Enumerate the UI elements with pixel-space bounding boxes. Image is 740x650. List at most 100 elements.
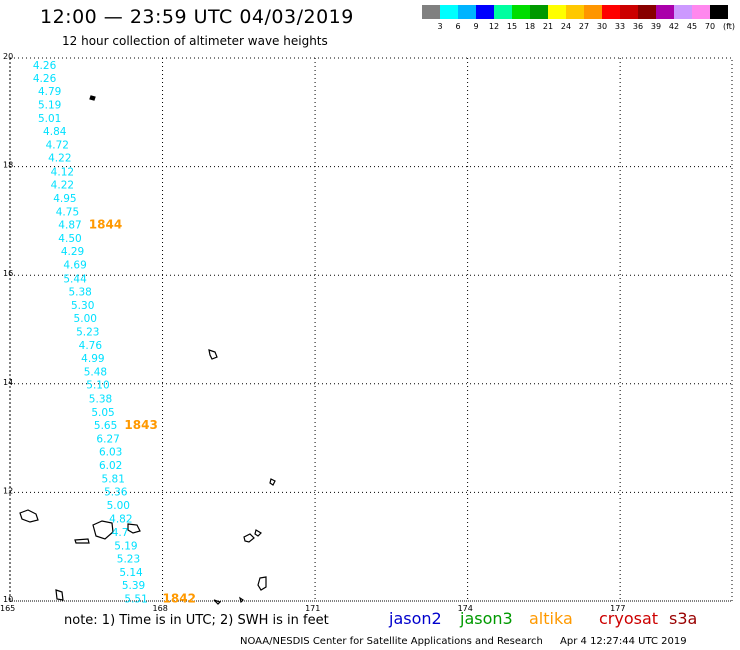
satellite-label-altika: altika [529, 609, 573, 628]
wave-height-value: 5.48 [84, 367, 107, 379]
legend-unit: (ft) [722, 22, 736, 31]
legend-swatch [674, 5, 692, 19]
legend-label: 15 [506, 22, 518, 31]
wave-height-value: 5.39 [122, 580, 145, 592]
wave-height-value: 6.02 [99, 460, 122, 472]
legend-label: 6 [455, 22, 461, 31]
satellite-label-jason2: jason2 [389, 609, 442, 628]
lon-label: 168 [153, 604, 168, 613]
pass-time-label: 1842 [163, 592, 196, 606]
legend-label: 18 [524, 22, 536, 31]
wave-height-value: 4.50 [58, 233, 81, 245]
legend-swatch [692, 5, 710, 19]
legend-label: 21 [542, 22, 554, 31]
lat-label: 12 [3, 486, 13, 495]
footer-note: note: 1) Time is in UTC; 2) SWH is in fe… [64, 613, 329, 628]
lon-label: 177 [610, 604, 625, 613]
island-outline [92, 520, 114, 540]
pass-time-label: 1844 [89, 218, 122, 232]
wave-height-value: 5.65 [94, 420, 117, 432]
altika-track: 4.264.264.795.195.014.844.724.224.124.22… [33, 60, 196, 606]
legend-label: 39 [650, 22, 662, 31]
legend-swatch [602, 5, 620, 19]
wave-height-value: 4.22 [48, 153, 71, 165]
wave-height-value: 5.44 [63, 273, 87, 285]
wave-height-value: 5.19 [38, 99, 61, 111]
wave-height-value: 5.36 [104, 487, 128, 499]
wave-height-value: 5.01 [38, 113, 61, 125]
wave-height-value: 4.76 [79, 340, 103, 352]
generated-timestamp: Apr 4 12:27:44 UTC 2019 [560, 636, 687, 647]
wave-height-value: 5.51 [124, 594, 147, 606]
wave-height-value: 4.26 [33, 73, 57, 85]
legend-swatch [656, 5, 674, 19]
wave-height-value: 5.00 [74, 313, 97, 325]
island-outline [74, 538, 90, 544]
grid-lines [9, 57, 733, 602]
lon-label: 171 [305, 604, 320, 613]
island-outline [239, 596, 244, 604]
island-outline [213, 599, 222, 605]
wave-height-value: 4.12 [51, 166, 74, 178]
lat-label: 18 [3, 161, 13, 170]
satellite-label-s3a: s3a [669, 609, 698, 628]
legend-label: 70 [704, 22, 716, 31]
island-outline [269, 478, 276, 486]
wave-height-value: 5.23 [76, 326, 99, 338]
legend-swatch [512, 5, 530, 19]
credit-line: NOAA/NESDIS Center for Satellite Applica… [240, 636, 687, 647]
wave-height-value: 5.19 [114, 540, 137, 552]
lon-label: 165 [0, 604, 15, 613]
lat-label: 16 [3, 269, 13, 278]
legend-label: 3 [437, 22, 443, 31]
wave-height-value: 5.10 [86, 380, 109, 392]
wave-height-value: 5.38 [68, 286, 91, 298]
island-outlines [19, 95, 276, 605]
island-outline [208, 349, 218, 360]
wave-height-value: 4.29 [61, 246, 84, 258]
legend-swatch [584, 5, 602, 19]
wave-height-value: 4.7 [112, 527, 129, 539]
wave-height-value: 5.14 [119, 567, 143, 579]
wave-height-value: 5.38 [89, 393, 112, 405]
lat-label: 10 [3, 595, 13, 604]
legend-label: 33 [614, 22, 626, 31]
wave-height-value: 5.05 [91, 407, 114, 419]
legend-swatch [494, 5, 512, 19]
lat-label: 14 [3, 378, 13, 387]
island-outline [55, 589, 64, 601]
credit-text: NOAA/NESDIS Center for Satellite Applica… [240, 636, 543, 647]
legend-swatch [710, 5, 728, 19]
wave-height-value: 4.75 [56, 206, 79, 218]
legend-swatches [422, 5, 739, 19]
wave-height-value: 4.26 [33, 60, 57, 72]
legend-swatch [566, 5, 584, 19]
island-outline [257, 576, 267, 591]
wave-height-value: 6.27 [96, 433, 119, 445]
color-scale-legend: 3 6 9 12 15 18 21 24 27 30 33 36 39 42 45 70 (ft) [422, 5, 739, 31]
wave-height-value: 4.72 [46, 140, 69, 152]
wave-height-value: 4.87 [58, 220, 81, 232]
map-subtitle: 12 hour collection of altimeter wave hei… [62, 34, 328, 48]
pass-time-label: 1843 [124, 418, 157, 432]
legend-swatch [638, 5, 656, 19]
legend-label: 12 [488, 22, 500, 31]
lon-label: 174 [458, 604, 473, 613]
lat-label: 20 [3, 52, 13, 61]
legend-label: 30 [596, 22, 608, 31]
wave-height-value: 4.69 [63, 260, 86, 272]
island-outline [19, 509, 39, 523]
legend-swatch [422, 5, 440, 19]
legend-swatch [548, 5, 566, 19]
wave-height-value: 4.22 [51, 179, 74, 191]
wave-height-value: 6.03 [99, 446, 122, 458]
island-outline [89, 95, 96, 101]
legend-swatch [458, 5, 476, 19]
wave-height-value: 4.82 [109, 513, 132, 525]
legend-swatch [476, 5, 494, 19]
legend-swatch [440, 5, 458, 19]
island-outline [127, 523, 141, 534]
island-outline [254, 529, 262, 537]
